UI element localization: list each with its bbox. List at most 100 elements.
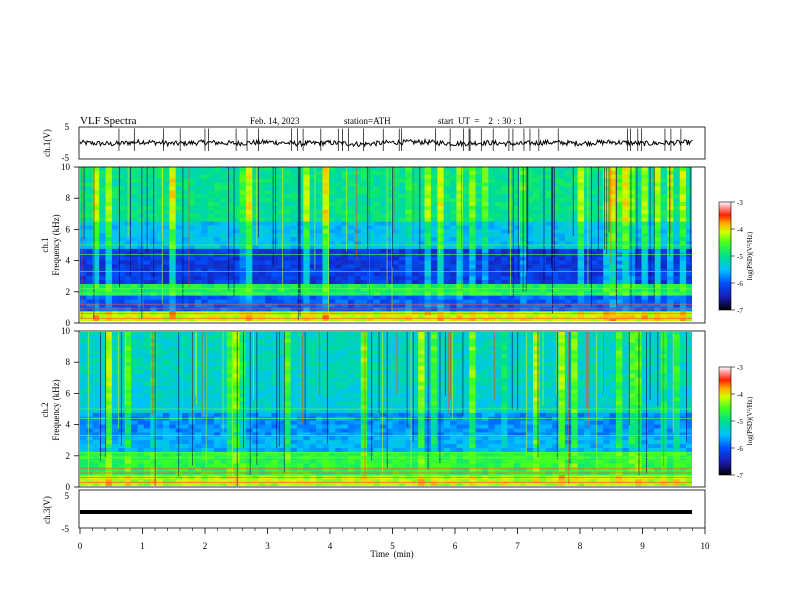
ch1-spectrogram-cell	[609, 303, 617, 308]
ch1-spectrogram-cell	[501, 190, 508, 195]
ch1-spectrogram-cell	[239, 315, 247, 320]
ch1-spectrogram-cell	[118, 299, 126, 304]
ch2-spectrogram-cell	[201, 338, 208, 344]
ch1-spectrogram-cell	[245, 182, 253, 187]
ch1-spectrogram-cell	[360, 194, 368, 199]
ch1-spectrogram-cell	[494, 256, 502, 261]
ch1-spectrogram-cell	[456, 252, 464, 258]
ch1-spectrogram-cell	[392, 221, 400, 226]
ch1-spectrogram-cell	[220, 299, 228, 304]
ch1-spectrogram-cell	[131, 260, 138, 265]
ch1-spectrogram-cell	[373, 299, 381, 304]
ch2-spectrogram-cell	[647, 350, 655, 355]
ch1-spectrogram-cell	[450, 186, 457, 191]
ch1-spectrogram-cell	[628, 315, 636, 320]
ch1-spectrogram-cell	[118, 206, 126, 211]
ch1-spectrogram-cell	[335, 186, 342, 191]
ch1-spectrogram-cell	[686, 284, 692, 289]
ch2-spectrogram-cell	[80, 332, 87, 336]
ch1-spectrogram-cell	[379, 295, 387, 300]
ch1-spectrogram-cell	[526, 170, 534, 176]
ch1-spectrogram-cell	[131, 182, 138, 187]
ch2-spectrogram-cell	[469, 332, 476, 336]
ch1-spectrogram-cell	[628, 174, 636, 180]
ch1-spectrogram-cell	[628, 209, 636, 215]
ch1-spectrogram-cell	[169, 217, 177, 222]
ch1-spectrogram-cell	[303, 209, 311, 215]
ch1-spectrogram-cell	[443, 198, 451, 203]
ch1-spectrogram-cell	[545, 213, 553, 219]
ch1-spectrogram-cell	[558, 198, 566, 203]
ch1-spectrogram-cell	[284, 241, 291, 246]
ch1-spectrogram-cell	[226, 245, 234, 250]
ch1-spectrogram-cell	[520, 174, 528, 180]
ch1-spectrogram-cell	[284, 237, 291, 242]
ch1-spectrogram-cell	[111, 194, 119, 199]
ch1-spectrogram-cell	[475, 182, 483, 187]
ch2-spectrogram-cell	[194, 366, 202, 371]
ch2-spectrogram-cell	[622, 346, 630, 351]
ch2-spectrogram-cell	[584, 346, 591, 351]
ch2-spectrogram-cell	[92, 346, 100, 351]
ch1-spectrogram-cell	[654, 260, 661, 265]
ch1-spectrogram-cell	[309, 315, 317, 320]
ch1-spectrogram-cell	[80, 229, 87, 234]
ch1-spectrogram-cell	[430, 248, 438, 254]
ch1-spectrogram-cell	[271, 221, 279, 226]
ch1-spectrogram-cell	[666, 241, 674, 246]
ch1-spectrogram-cell	[532, 174, 540, 180]
ch1-spectrogram-cell	[182, 213, 189, 219]
ch2-spectrogram-cell	[252, 370, 260, 375]
ch1-spectrogram-cell	[386, 237, 394, 242]
ch1-spectrogram-cell	[399, 182, 406, 187]
ch1-spectrogram-cell	[494, 299, 502, 304]
ch1-spectrogram-cell	[539, 194, 547, 199]
ch2-spectrogram-cell	[405, 332, 413, 336]
ch2-spectrogram-cell	[679, 366, 687, 371]
ch1-spectrogram-cell	[513, 272, 521, 277]
ch1-spectrogram-cell	[201, 287, 208, 293]
ch1-spectrogram-cell	[571, 178, 579, 183]
ch1-spectrogram-cell	[360, 241, 368, 246]
ch1-spectrogram-cell	[590, 295, 598, 300]
ch2-spectrogram-cell	[558, 346, 566, 351]
ch1-spectrogram-cell	[86, 225, 94, 230]
ch1-spectrogram-cell	[194, 206, 202, 211]
ch1-spectrogram-cell	[92, 307, 100, 312]
ch1-spectrogram-cell	[322, 209, 330, 215]
ch1-spectrogram-cell	[111, 241, 119, 246]
ch2-spectrogram-cell	[379, 338, 387, 344]
ch1-spectrogram-cell	[245, 264, 253, 269]
ch1-spectrogram-cell	[239, 276, 247, 281]
ch2-spectrogram-cell	[622, 350, 630, 355]
ch1-spectrogram-cell	[188, 299, 196, 304]
ch1-spectrogram-cell	[564, 284, 572, 289]
ch2-spectrogram-cell	[335, 346, 342, 351]
ch1-spectrogram-cell	[424, 319, 432, 321]
ch1-spectrogram-cell	[513, 206, 521, 211]
ch1-spectrogram-cell	[335, 248, 342, 254]
ch1-spectrogram-cell	[628, 245, 636, 250]
ch2-spectrogram-cell	[309, 338, 317, 344]
ch1-spectrogram-cell	[424, 233, 432, 238]
ch1-spectrogram-cell	[284, 170, 291, 176]
ch1-spectrogram-cell	[156, 245, 164, 250]
ch1-spectrogram-cell	[309, 182, 317, 187]
ch1-spectrogram-cell	[469, 170, 476, 176]
ch1-spectrogram-cell	[571, 284, 579, 289]
ch2-spectrogram-cell	[169, 346, 177, 351]
ch1-spectrogram-cell	[392, 217, 400, 222]
ch2-spectrogram-cell	[622, 338, 630, 344]
ch1-spectrogram-cell	[622, 284, 630, 289]
ch2-spectrogram-cell	[252, 366, 260, 371]
ch1-spectrogram-cell	[411, 213, 419, 219]
ch1-spectrogram-cell	[488, 178, 496, 183]
ch2-spectrogram-cell	[347, 370, 355, 375]
ch1-spectrogram-cell	[328, 178, 336, 183]
ch2-spectrogram-cell	[584, 334, 591, 340]
ch1-spectrogram-cell	[647, 303, 655, 308]
ch1-spectrogram-cell	[520, 268, 528, 273]
ch1-spectrogram-cell	[335, 241, 342, 246]
ch1-spectrogram-cell	[322, 299, 330, 304]
ch1-spectrogram-cell	[456, 217, 464, 222]
